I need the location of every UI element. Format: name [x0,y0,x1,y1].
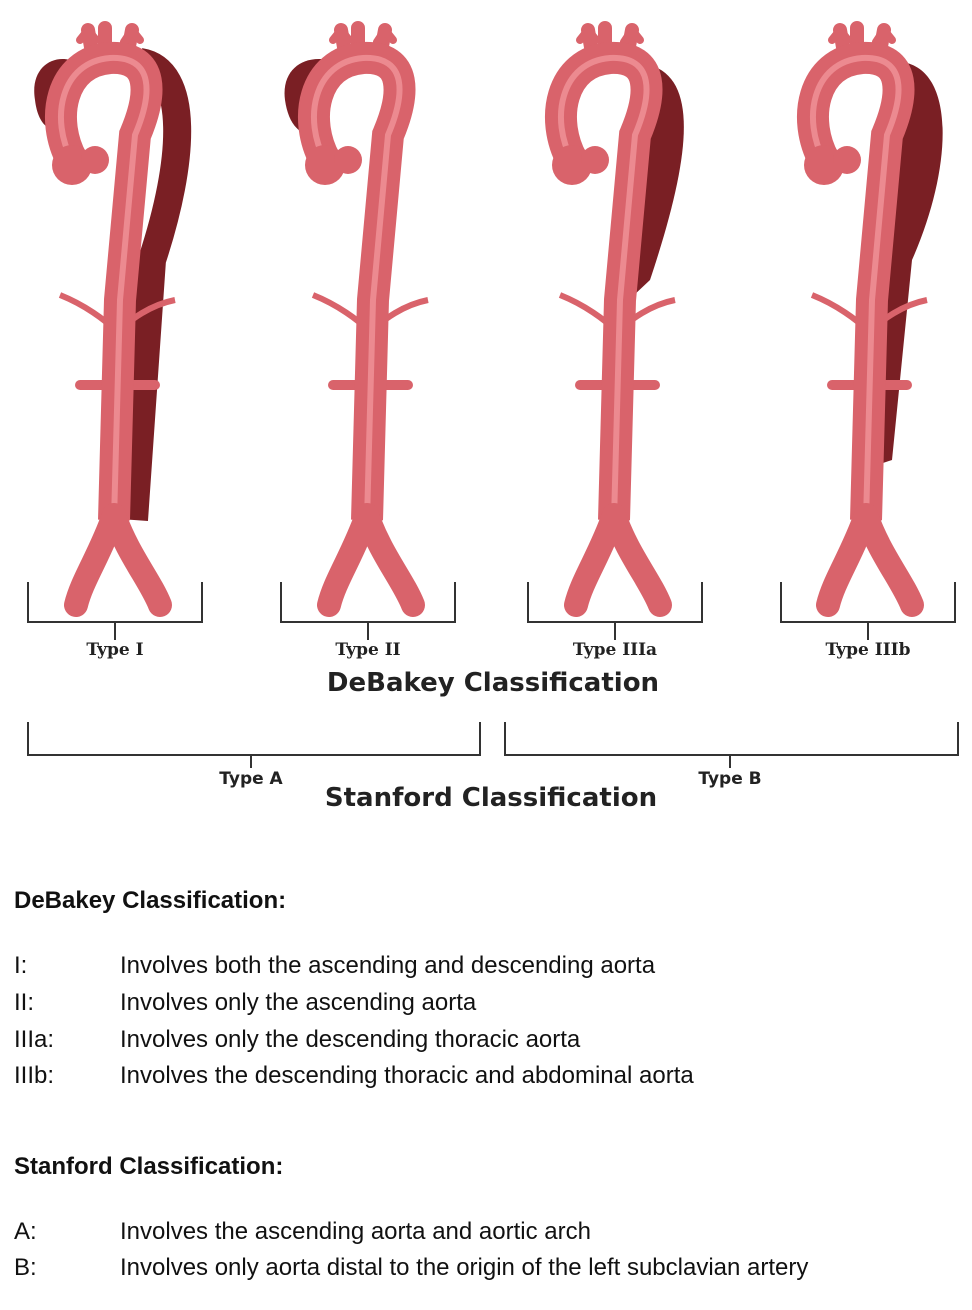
stanford-title: Stanford Classification [325,783,657,813]
heading: Stanford Classification: [14,1153,284,1180]
type-label: Type II [335,640,400,660]
type-label: Type IIIb [825,640,910,660]
description: Involves the ascending aorta and aortic … [120,1218,591,1245]
bracket [280,582,456,640]
bracket [27,582,203,640]
bracket [527,582,703,640]
description: Involves both the ascending and descendi… [120,952,656,979]
debakey-title: DeBakey Classification [327,668,659,698]
code: IIIb: [14,1062,55,1089]
description: Involves only the ascending aorta [120,989,477,1016]
aorta-type-3a [552,28,684,605]
description: Involves the descending thoracic and abd… [120,1062,694,1089]
code: II: [14,989,35,1016]
type-label: Type IIIa [573,640,657,660]
heading: DeBakey Classification: [14,887,287,914]
type-label: Type A [219,769,283,789]
description: Involves only aorta distal to the origin… [120,1254,809,1281]
aorta-type-3b [804,28,943,605]
figure: Type I Type II Type IIIa Type IIIb DeBak… [27,0,959,813]
code: B: [14,1254,37,1281]
code: I: [14,952,28,979]
type-label: Type B [698,769,761,789]
bracket [780,582,956,640]
aorta-type-2 [284,28,428,605]
code: A: [14,1218,37,1245]
aorta-type-1 [34,28,192,605]
bracket [27,722,481,768]
type-label: Type I [86,640,143,660]
description: Involves only the descending thoracic ao… [120,1026,581,1053]
code: IIIa: [14,1026,55,1053]
bracket [504,722,959,768]
